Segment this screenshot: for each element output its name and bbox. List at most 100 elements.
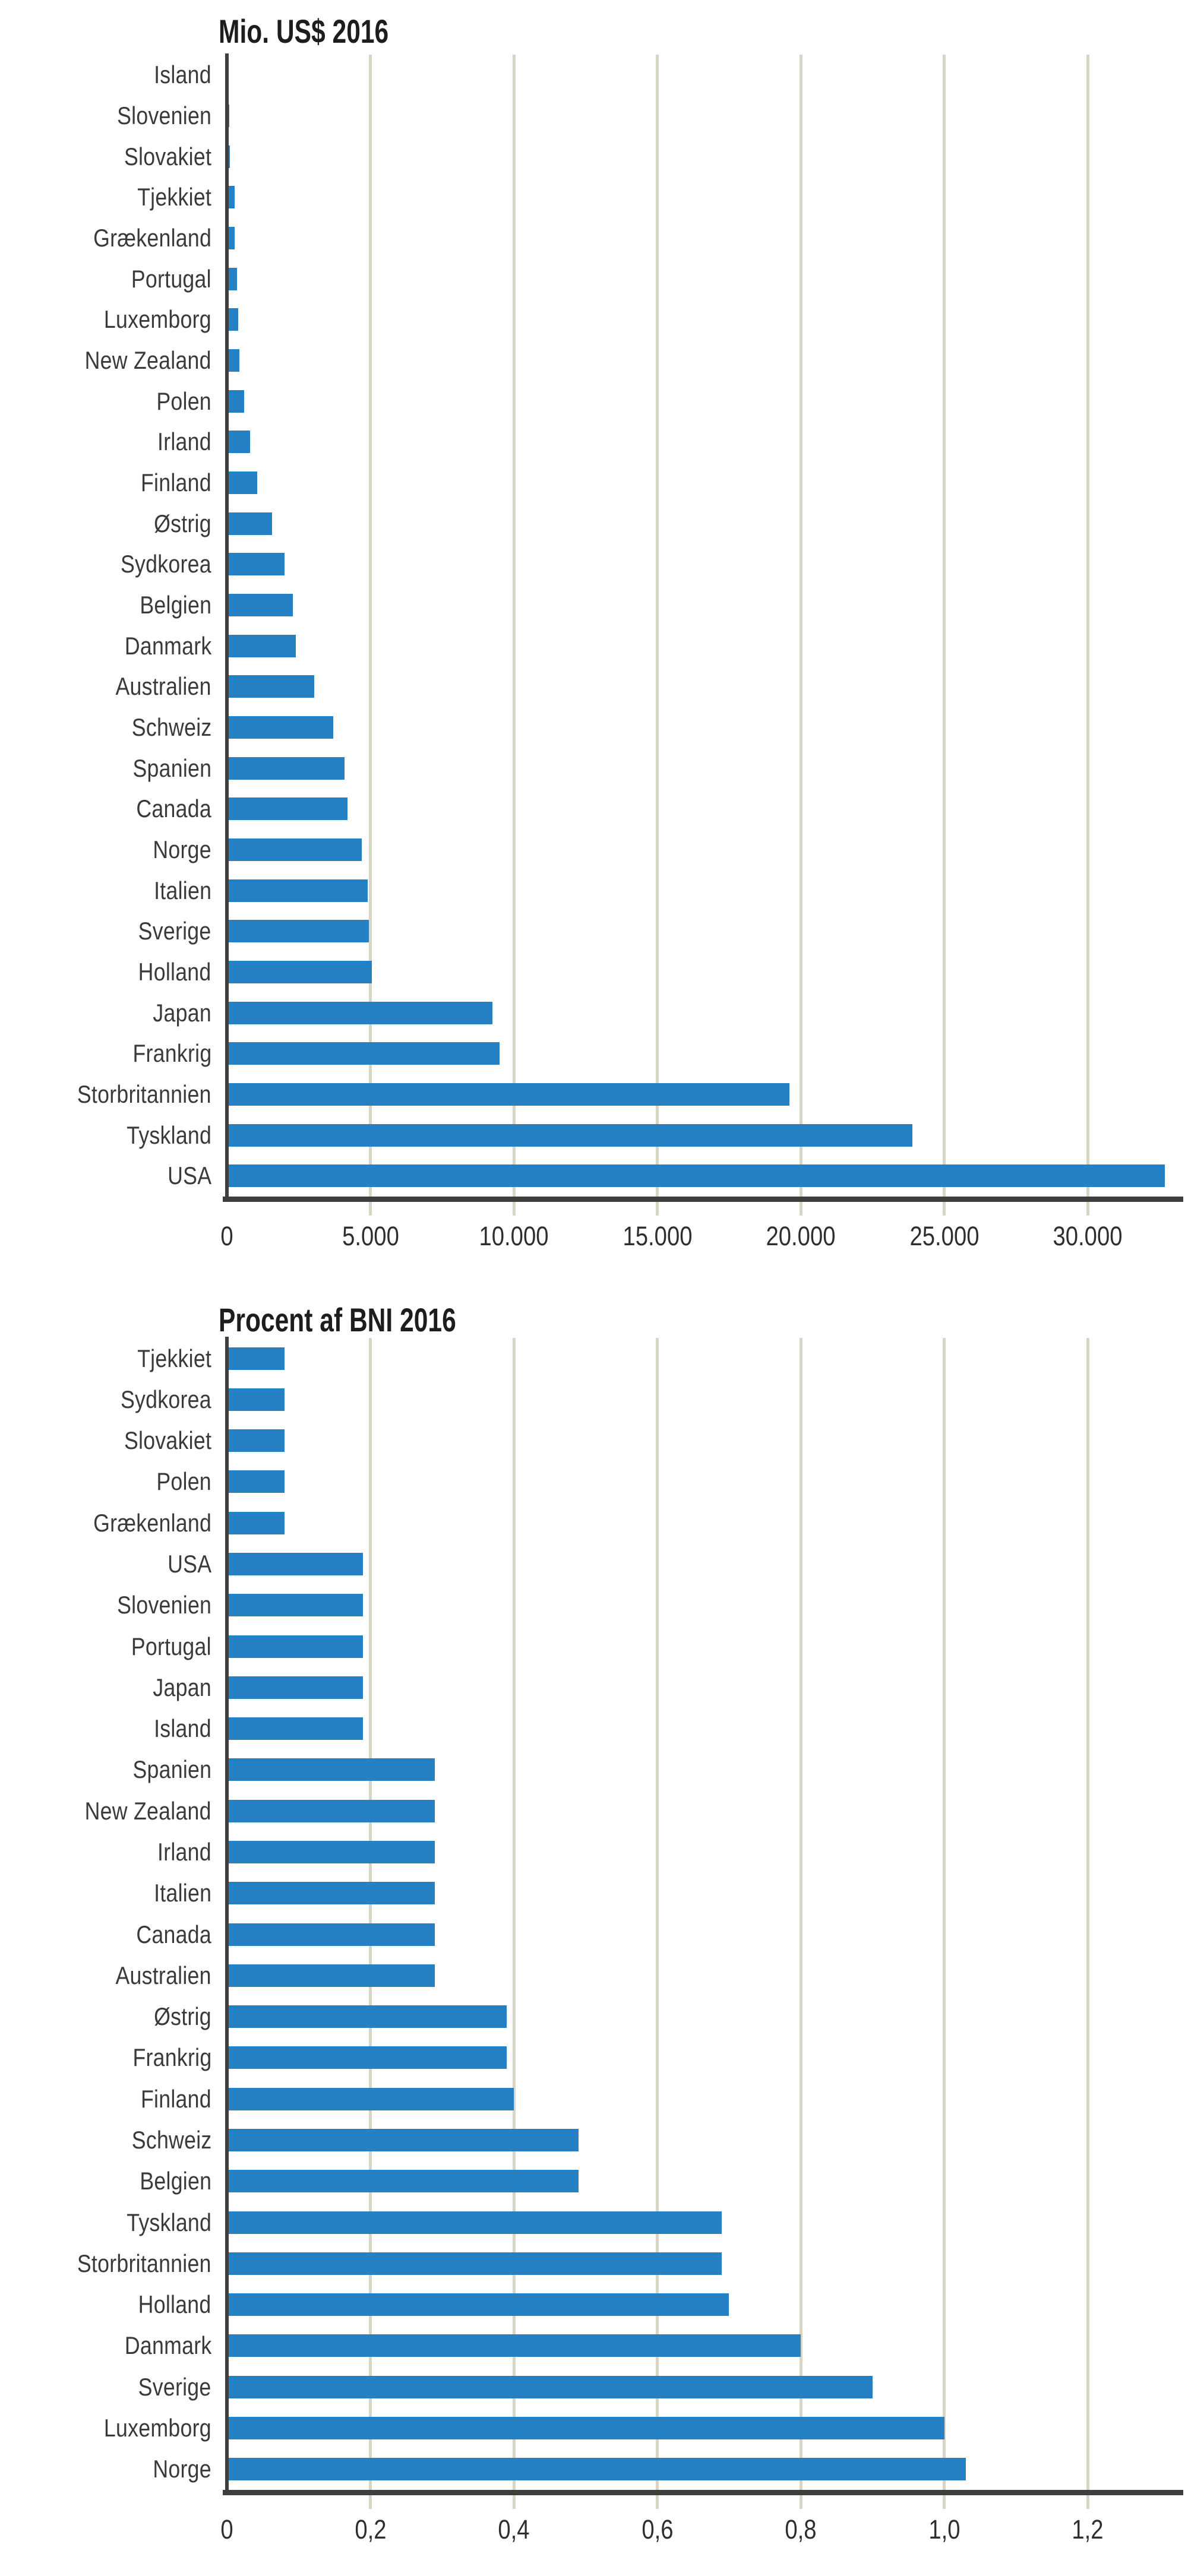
x-tick-label: 30.000 <box>1053 1221 1123 1251</box>
label-row: Frankrig <box>0 2037 211 2078</box>
bar-row <box>227 1708 1181 1749</box>
chart2-x-tick-labels: 0 0,2 0,4 0,6 0,8 1,0 1,2 <box>220 2514 1181 2550</box>
bar-row <box>227 1914 1181 1955</box>
bar <box>227 2046 507 2069</box>
bar <box>227 1511 285 1534</box>
bar <box>227 349 240 372</box>
bar-row <box>227 1790 1181 1831</box>
x-tick-label: 15.000 <box>623 1221 692 1251</box>
chart1-plot-area <box>227 55 1181 1216</box>
bar <box>227 757 345 780</box>
chart2-plot-area <box>227 1338 1181 2509</box>
bar <box>227 1717 364 1740</box>
country-label: Portugal <box>131 264 211 293</box>
bar-row <box>227 1420 1181 1461</box>
x-tick-label: 20.000 <box>766 1221 836 1251</box>
bar <box>227 1676 364 1699</box>
country-label: New Zealand <box>84 346 211 375</box>
country-label: Polen <box>156 1467 211 1496</box>
bar-row <box>227 544 1181 585</box>
bar-row <box>227 2243 1181 2284</box>
country-label: Slovenien <box>116 102 211 129</box>
label-row: Frankrig <box>0 1033 211 1074</box>
country-label: Japan <box>153 998 211 1027</box>
bar-row <box>227 218 1181 259</box>
bar <box>227 267 237 290</box>
bar-row <box>227 625 1181 666</box>
label-row: Japan <box>0 992 211 1033</box>
country-label: Portugal <box>131 1632 211 1660</box>
bar-row <box>227 789 1181 830</box>
bar-row <box>227 55 1181 96</box>
label-row: Finland <box>0 463 211 504</box>
country-label: New Zealand <box>84 1796 211 1825</box>
label-row: Island <box>0 1708 211 1749</box>
label-row: Sverige <box>0 911 211 952</box>
country-label: Japan <box>153 1673 211 1701</box>
label-row: Tjekkiet <box>0 1338 211 1379</box>
bar <box>227 1347 285 1370</box>
bar-row <box>227 503 1181 544</box>
bar <box>227 308 238 331</box>
chart2-x-axis-line <box>223 2490 1183 2495</box>
bar-row <box>227 1955 1181 1996</box>
country-label: Irland <box>157 428 211 456</box>
country-label: Storbritannien <box>77 2249 211 2277</box>
label-row: Holland <box>0 952 211 993</box>
bar <box>227 2005 507 2028</box>
label-row: Belgien <box>0 585 211 626</box>
x-tick-label: 1,0 <box>928 2514 960 2545</box>
bar-row <box>227 1996 1181 2037</box>
bar-row <box>227 1626 1181 1667</box>
country-label: Luxemborg <box>104 2413 211 2442</box>
chart1-bars <box>227 55 1181 1197</box>
label-row: Norge <box>0 2449 211 2490</box>
bar <box>227 1042 500 1065</box>
bar-row <box>227 870 1181 911</box>
country-label: Belgien <box>140 2167 211 2195</box>
bar-row <box>227 2037 1181 2078</box>
bar <box>227 675 315 698</box>
bar <box>227 1001 492 1024</box>
label-row: Grækenland <box>0 218 211 259</box>
label-row: New Zealand <box>0 1790 211 1831</box>
bar <box>227 1124 913 1147</box>
country-label: Holland <box>138 958 211 986</box>
label-row: Storbritannien <box>0 2243 211 2284</box>
country-label: Grækenland <box>93 1508 211 1537</box>
label-row: New Zealand <box>0 340 211 381</box>
chart2-y-axis-line <box>225 1337 229 2495</box>
bar <box>227 920 369 943</box>
x-tick-label: 0,4 <box>498 2514 530 2545</box>
bar-row <box>227 1033 1181 1074</box>
label-row: Schweiz <box>0 707 211 748</box>
bar-row <box>227 422 1181 463</box>
country-label: Island <box>154 61 211 89</box>
bar-row <box>227 2284 1181 2325</box>
label-row: Spanien <box>0 1749 211 1790</box>
bar-row <box>227 2119 1181 2160</box>
country-label: Tjekkiet <box>137 183 211 211</box>
label-row: Tyskland <box>0 1115 211 1156</box>
bar <box>227 2416 944 2439</box>
label-row: Slovenien <box>0 96 211 137</box>
gridline <box>512 1338 516 2509</box>
label-row: Sydkorea <box>0 544 211 585</box>
bar-row <box>227 1543 1181 1584</box>
country-label: Slovenien <box>116 1591 211 1619</box>
label-row: Sverige <box>0 2366 211 2407</box>
bar <box>227 471 258 495</box>
country-label: Slovakiet <box>124 1426 211 1455</box>
label-row: USA <box>0 1543 211 1584</box>
bar <box>227 553 285 576</box>
country-label: Slovakiet <box>124 142 211 170</box>
country-label: Grækenland <box>93 224 211 252</box>
label-row: Sydkorea <box>0 1379 211 1420</box>
x-tick-label: 1,2 <box>1072 2514 1104 2545</box>
label-row: Schweiz <box>0 2119 211 2160</box>
country-label: Finland <box>141 2084 211 2113</box>
label-row: Spanien <box>0 748 211 789</box>
chart2-title: Procent af BNI 2016 <box>219 1301 456 1338</box>
country-label: Spanien <box>132 1755 211 1784</box>
